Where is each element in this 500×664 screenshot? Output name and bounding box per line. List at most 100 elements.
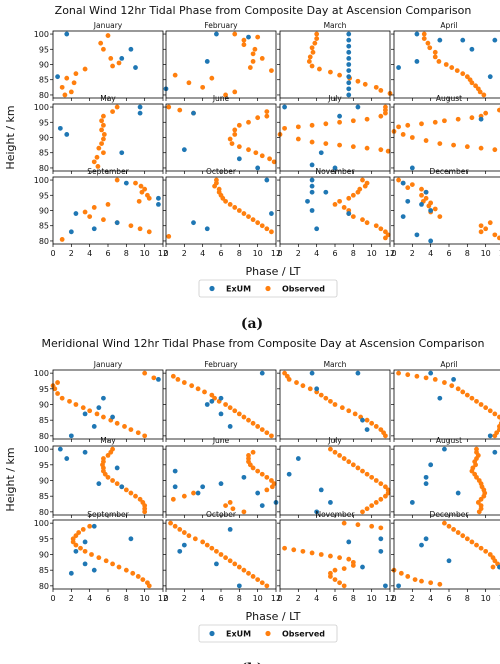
exum-point: [423, 474, 429, 480]
observed-point: [91, 159, 97, 165]
x-tick-label: 0: [163, 594, 168, 603]
x-axis-label: Phase / LT: [246, 610, 301, 623]
observed-point: [314, 36, 320, 42]
observed-point: [76, 530, 82, 535]
panel-frame: [52, 369, 164, 440]
observed-point: [232, 132, 238, 137]
x-tick-label: 12: [158, 249, 168, 258]
observed-point: [464, 536, 470, 542]
y-tick-label: 95: [39, 385, 49, 394]
exum-point: [172, 468, 178, 474]
x-tick-label: 6: [446, 594, 451, 603]
observed-point: [255, 115, 261, 121]
observed-point: [250, 420, 256, 426]
observed-point: [246, 119, 251, 125]
exum-point: [423, 481, 429, 487]
observed-point: [318, 392, 324, 398]
observed-point: [337, 142, 342, 148]
data-points: [163, 31, 274, 98]
observed-point: [172, 523, 178, 529]
observed-point: [264, 113, 270, 119]
x-tick-label: 4: [314, 594, 319, 603]
observed-point: [269, 484, 275, 490]
exum-point: [110, 414, 115, 420]
observed-point: [175, 377, 181, 382]
data-points: [170, 449, 279, 515]
exum-point: [346, 92, 352, 98]
observed-point: [59, 237, 65, 242]
observed-point: [200, 84, 206, 90]
observed-point: [214, 548, 219, 554]
observed-point: [378, 481, 384, 487]
observed-point: [409, 135, 415, 140]
observed-point: [294, 380, 299, 385]
observed-point: [497, 235, 500, 241]
observed-point: [67, 398, 72, 404]
observed-point: [259, 223, 265, 229]
exum-point: [191, 220, 196, 226]
observed-point: [328, 574, 333, 579]
observed-point: [378, 525, 384, 531]
panel-title: January: [93, 21, 123, 30]
panel-may: May 80 85 90 95 100: [34, 94, 164, 174]
observed-point: [451, 142, 456, 148]
observed-point: [474, 542, 479, 548]
x-tick-label: 0: [50, 249, 55, 258]
exum-point: [455, 490, 461, 496]
observed-point: [264, 487, 270, 493]
observed-point: [350, 563, 356, 568]
observed-point: [135, 430, 141, 436]
observed-point: [236, 564, 242, 570]
observed-point: [492, 433, 498, 439]
observed-point: [96, 555, 102, 561]
observed-point: [460, 71, 466, 77]
y-tick-label: 85: [39, 149, 49, 158]
chart-title: Meridional Wind 12hr Tidal Phase from Co…: [41, 337, 484, 350]
exum-point: [309, 189, 315, 195]
exum-point: [346, 86, 352, 92]
observed-point: [99, 127, 104, 133]
observed-point: [487, 408, 493, 414]
panel-frame: [52, 103, 164, 172]
observed-point: [114, 177, 120, 183]
panel-july: July: [277, 436, 391, 518]
observed-point: [490, 564, 496, 570]
observed-point: [241, 567, 247, 573]
x-tick-label: 10: [481, 594, 491, 603]
panel-august: August: [391, 436, 500, 518]
data-points: [282, 370, 388, 439]
observed-point: [255, 424, 261, 429]
observed-point: [385, 232, 391, 238]
observed-point: [137, 496, 143, 502]
panel-november: November 0 2 4 6 8 10 12: [277, 167, 395, 258]
data-points: [391, 520, 500, 589]
observed-point: [442, 520, 447, 526]
observed-point: [492, 558, 498, 564]
observed-point: [328, 398, 333, 404]
observed-point: [360, 217, 365, 223]
observed-point: [139, 189, 145, 195]
observed-point: [223, 92, 228, 98]
exum-point: [460, 37, 466, 43]
observed-point: [405, 122, 411, 128]
exum-point: [82, 561, 88, 567]
exum-point: [156, 377, 161, 382]
x-tick-label: 8: [124, 594, 129, 603]
observed-point: [170, 373, 176, 379]
observed-point: [409, 182, 415, 188]
observed-point: [212, 183, 217, 189]
exum-point: [318, 487, 324, 493]
observed-point: [332, 449, 338, 455]
observed-point: [146, 583, 152, 589]
exum-point: [96, 405, 102, 411]
observed-point: [312, 40, 318, 46]
observed-point: [454, 68, 460, 73]
observed-point: [478, 229, 484, 235]
exum-point: [305, 198, 310, 204]
exum-point: [360, 417, 365, 423]
observed-point: [140, 577, 146, 582]
observed-point: [232, 561, 238, 567]
observed-point: [232, 31, 238, 37]
observed-point: [473, 462, 478, 468]
exum-point: [428, 238, 434, 244]
